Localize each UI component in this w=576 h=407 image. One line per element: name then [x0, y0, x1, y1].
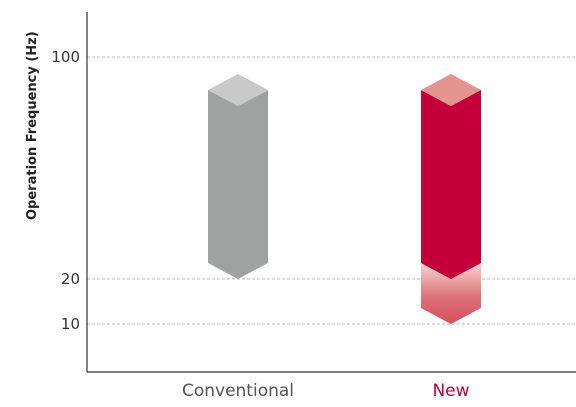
bar-body: [208, 90, 268, 279]
y-tick-10: 10: [61, 315, 80, 333]
x-category-labels: Conventional New: [182, 381, 470, 401]
x-category-conventional: Conventional: [182, 381, 294, 401]
bar-cap: [208, 74, 268, 106]
bar-low-extension: [421, 263, 481, 324]
y-tick-labels: 10 20 100: [51, 48, 80, 333]
bar-new: [421, 74, 481, 324]
y-tick-100: 100: [51, 48, 80, 66]
bar-body: [421, 90, 481, 279]
bar-body-tip: [421, 262, 481, 279]
bar-conventional: [208, 74, 268, 279]
x-category-new: New: [432, 381, 469, 401]
bars: [208, 74, 481, 324]
y-axis-title: Operation Frequency (Hz): [25, 31, 40, 220]
y-tick-20: 20: [61, 270, 80, 288]
gridlines: [87, 56, 576, 325]
bar-cap: [421, 74, 481, 106]
